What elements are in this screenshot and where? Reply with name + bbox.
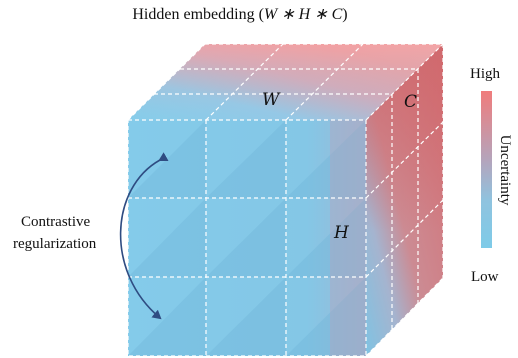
- embedding-cube: W C H: [127, 43, 444, 357]
- uncertainty-colorbar: High Low Uncertainty: [470, 66, 513, 285]
- colorbar-high-label: High: [470, 66, 501, 82]
- annotation-line-1: Contrastive: [21, 214, 90, 230]
- cube-grid-lines: [127, 43, 444, 357]
- contrastive-arrow: [119, 152, 169, 320]
- colorbar-gradient: [481, 91, 492, 248]
- diagram-title: Hidden embedding (W ∗ H ∗ C): [132, 6, 348, 23]
- cube-front-tint: [330, 120, 366, 356]
- colorbar-axis-label: Uncertainty: [497, 135, 513, 206]
- title-expression: W ∗ H ∗ C: [263, 6, 343, 23]
- width-label: W: [262, 90, 281, 110]
- cube-top-face-fade: [128, 44, 443, 120]
- channel-label: C: [404, 92, 417, 112]
- height-label: H: [333, 223, 350, 243]
- annotation-line-2: regularization: [13, 236, 97, 252]
- colorbar-low-label: Low: [471, 269, 499, 285]
- cube-right-face-shade: [366, 44, 443, 356]
